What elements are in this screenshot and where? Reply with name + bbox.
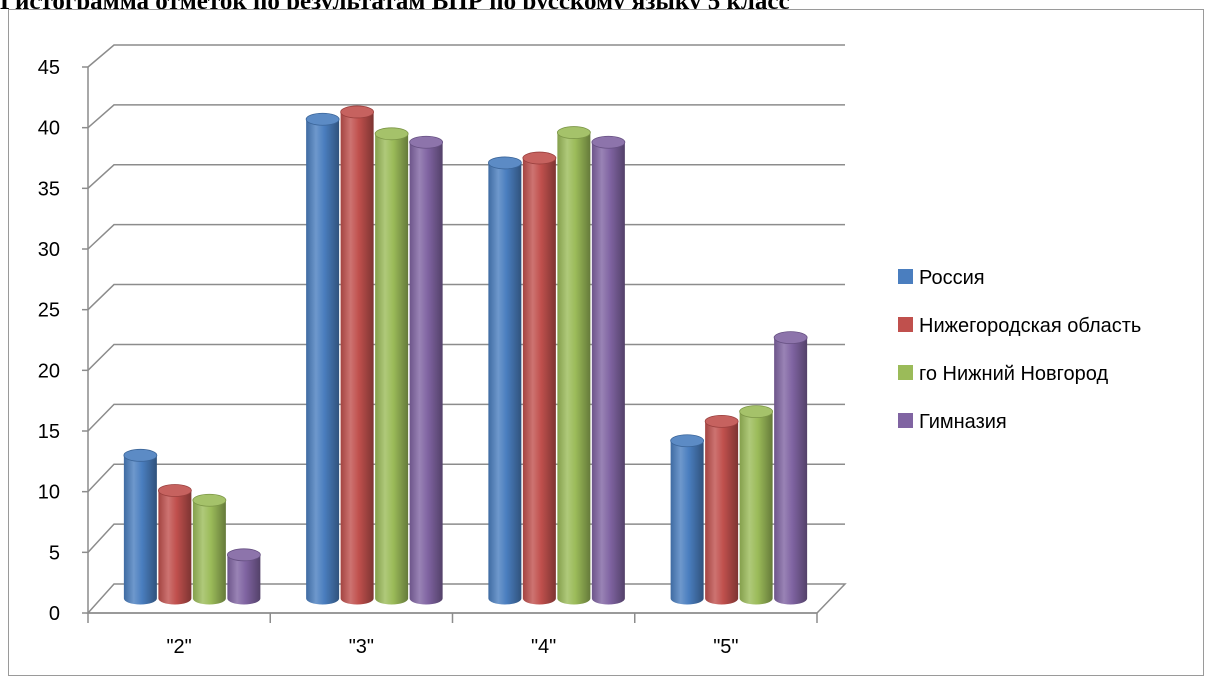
legend-swatch: [898, 317, 913, 332]
y-axis-ticks: 0 5 10 15 20 25 30 35 40 45: [38, 57, 88, 625]
gridline: [87, 44, 845, 68]
y-tick-label: 15: [38, 421, 60, 443]
x-tick-label: "5": [713, 636, 738, 658]
gridline: [87, 343, 845, 371]
y-tick-label: 10: [38, 482, 60, 504]
bar: [591, 135, 626, 605]
legend: Россия Нижегородская область го Нижний Нов…: [898, 267, 1141, 433]
bar: [704, 414, 739, 605]
legend-swatch: [898, 269, 913, 284]
bar: [773, 331, 808, 605]
legend-swatch: [898, 365, 913, 380]
y-tick-label: 45: [38, 57, 60, 79]
x-tick-label: "3": [349, 636, 374, 658]
x-axis: "2" "3" "4" "5": [87, 612, 818, 658]
bars: [123, 105, 808, 605]
bar: [374, 127, 409, 605]
bar: [123, 448, 158, 605]
y-tick-label: 0: [49, 603, 60, 625]
bar: [305, 112, 340, 605]
x-tick-label: "2": [166, 636, 191, 658]
legend-label: Нижегородская область: [919, 315, 1141, 337]
bar: [739, 405, 774, 605]
y-tick-label: 35: [38, 178, 60, 200]
gridline: [87, 283, 845, 311]
legend-swatch: [898, 413, 913, 428]
bar: [157, 484, 192, 605]
y-tick-label: 40: [38, 118, 60, 140]
bar: [226, 548, 261, 605]
y-tick-label: 5: [49, 542, 60, 564]
bar: [340, 105, 375, 605]
legend-label: Россия: [919, 267, 985, 289]
bar: [522, 151, 557, 605]
x-tick-label: "4": [531, 636, 556, 658]
bar: [670, 434, 705, 605]
legend-label: го Нижний Новгород: [919, 363, 1108, 385]
y-tick-label: 30: [38, 239, 60, 261]
gridline: [87, 104, 845, 129]
bar: [556, 126, 591, 605]
y-tick-label: 25: [38, 300, 60, 322]
legend-label: Гимназия: [919, 411, 1007, 433]
bar: [192, 493, 227, 605]
gridline: [87, 164, 845, 189]
bar: [487, 156, 522, 605]
y-tick-label: 20: [38, 360, 60, 382]
gridline: [87, 223, 845, 250]
bar: [409, 135, 444, 605]
